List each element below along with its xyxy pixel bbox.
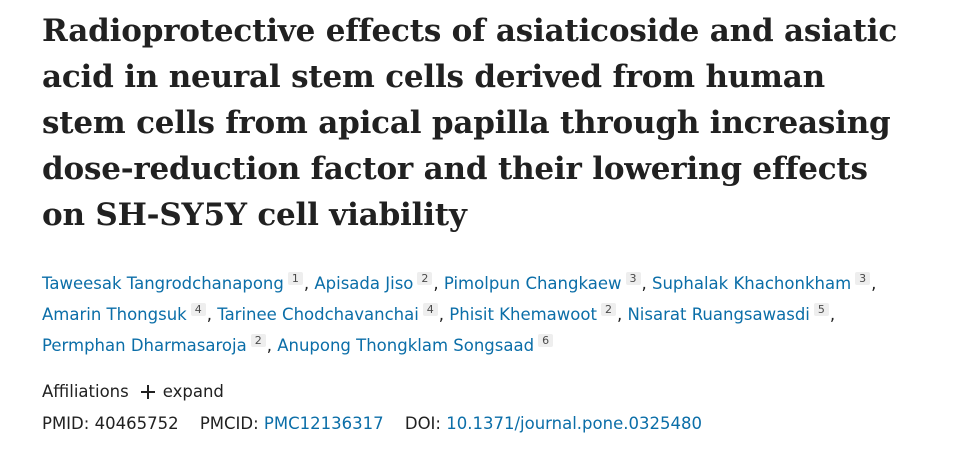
author-link[interactable]: Permphan Dharmasaroja [42, 336, 247, 355]
author-entry: Phisit Khemawoot 2 [449, 302, 617, 324]
affiliation-marker[interactable]: 3 [855, 271, 871, 285]
author-link[interactable]: Pimolpun Changkaew [443, 274, 622, 293]
plus-icon [140, 385, 155, 399]
author-entry: Pimolpun Changkaew 3 [443, 271, 642, 293]
author-link[interactable]: Apisada Jiso [314, 274, 414, 293]
pmcid-label: PMCID: [199, 414, 259, 433]
affiliation-marker[interactable]: 2 [250, 333, 266, 347]
pmcid-link[interactable]: PMC12136317 [263, 414, 384, 433]
author-entry: Tarinee Chodchavanchai 4 [217, 302, 439, 324]
article-header: Radioprotective effects of asiaticoside … [42, 8, 922, 439]
affiliation-marker[interactable]: 4 [190, 302, 206, 316]
author-entry: Permphan Dharmasaroja 2 [42, 333, 267, 355]
author-link[interactable]: Anupong Thongklam Songsaad [277, 336, 535, 355]
author-link[interactable]: Suphalak Khachonkham [652, 274, 852, 293]
author-link[interactable]: Tarinee Chodchavanchai [217, 305, 419, 324]
affiliations-row: Affiliations expand [42, 377, 922, 407]
affiliation-marker[interactable]: 5 [813, 302, 829, 316]
pmid-label: PMID: [42, 414, 90, 433]
doi-group: DOI: 10.1371/journal.pone.0325480 [405, 414, 702, 433]
author-link[interactable]: Nisarat Ruangsawasdi [627, 305, 810, 324]
author-link[interactable]: Phisit Khemawoot [449, 305, 597, 324]
doi-link[interactable]: 10.1371/journal.pone.0325480 [446, 414, 702, 433]
author-entry: Anupong Thongklam Songsaad 6 [277, 333, 554, 355]
author-entry: Suphalak Khachonkham 3 [652, 271, 871, 293]
author-entry: Amarin Thongsuk 4 [42, 302, 207, 324]
author-entry: Apisada Jiso 2 [314, 271, 433, 293]
author-link[interactable]: Taweesak Tangrodchanapong [42, 274, 284, 293]
affiliation-marker[interactable]: 2 [417, 271, 433, 285]
affiliation-marker[interactable]: 2 [600, 302, 616, 316]
affiliation-marker[interactable]: 6 [538, 333, 554, 347]
identifiers-row: PMID: 40465752 PMCID: PMC12136317 DOI: 1… [42, 409, 922, 439]
expand-label: expand [162, 382, 224, 401]
author-link[interactable]: Amarin Thongsuk [42, 305, 187, 324]
affiliations-expand-button[interactable]: expand [140, 377, 224, 407]
author-entry: Nisarat Ruangsawasdi 5 [627, 302, 829, 324]
affiliation-marker[interactable]: 4 [422, 302, 438, 316]
affiliation-marker[interactable]: 3 [625, 271, 641, 285]
pmid-group: PMID: 40465752 [42, 414, 179, 433]
pmid-value: 40465752 [94, 414, 179, 433]
pmcid-group: PMCID: PMC12136317 [200, 414, 384, 433]
author-entry: Taweesak Tangrodchanapong 1 [42, 271, 304, 293]
article-title: Radioprotective effects of asiaticoside … [42, 13, 898, 233]
author-list: Taweesak Tangrodchanapong 1, Apisada Jiso… [42, 271, 877, 355]
doi-label: DOI: [404, 414, 441, 433]
affiliations-label: Affiliations [42, 382, 129, 401]
affiliation-marker[interactable]: 1 [287, 271, 303, 285]
